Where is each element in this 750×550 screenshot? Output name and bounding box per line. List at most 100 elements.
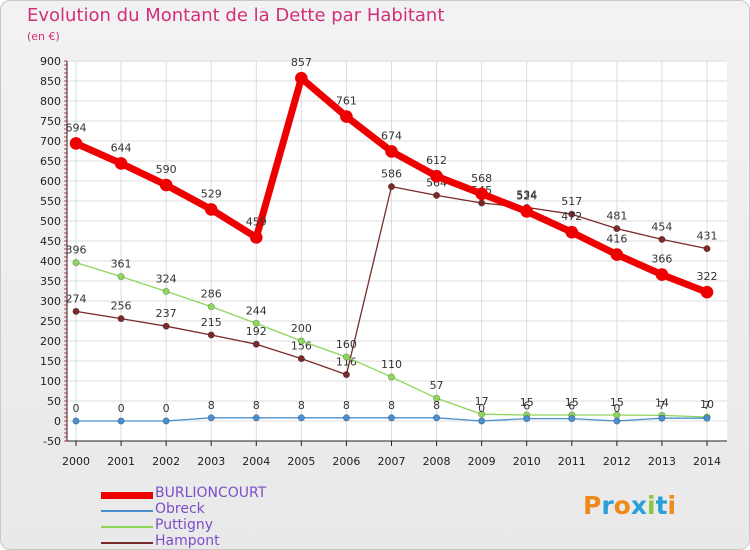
data-point-burlioncourt: [114, 157, 128, 170]
data-point-puttigny: [342, 353, 350, 361]
data-label-obreck: 0: [478, 402, 485, 415]
logo-letter: P: [583, 491, 602, 520]
data-label-puttigny: 15: [565, 396, 579, 409]
data-label-obreck: 8: [388, 399, 395, 412]
x-tick-label: 2000: [62, 455, 90, 468]
data-label-burlioncourt: 568: [471, 172, 492, 185]
data-label-hampont: 431: [697, 230, 718, 243]
data-label-obreck: 8: [208, 399, 215, 412]
data-label-puttigny: 15: [520, 396, 534, 409]
y-tick-label: 900: [40, 55, 61, 68]
data-point-hampont: [613, 225, 621, 233]
data-label-burlioncourt: 322: [697, 270, 718, 283]
data-point-hampont: [387, 183, 395, 191]
data-label-obreck: 8: [298, 399, 305, 412]
data-point-burlioncourt: [340, 110, 353, 123]
logo-letter: t: [655, 491, 668, 520]
data-label-hampont: 256: [111, 300, 132, 313]
data-point-puttigny: [252, 319, 260, 327]
data-label-burlioncourt: 590: [156, 163, 177, 176]
data-label-burlioncourt: 524: [516, 189, 537, 202]
data-point-obreck: [342, 414, 350, 422]
legend: BURLIONCOURT Obreck Puttigny Hampont: [101, 485, 341, 549]
data-point-obreck: [523, 415, 531, 423]
data-point-hampont: [658, 235, 666, 243]
data-point-obreck: [162, 417, 170, 425]
legend-item-puttigny: Puttigny: [101, 517, 341, 534]
data-label-burlioncourt: 694: [66, 121, 87, 134]
y-tick-label: 550: [40, 195, 61, 208]
data-label-hampont: 586: [381, 168, 402, 181]
y-tick-label: 50: [47, 395, 61, 408]
data-label-puttigny: 200: [291, 322, 312, 335]
data-label-burlioncourt: 459: [246, 215, 267, 228]
data-label-obreck: 7: [658, 399, 665, 412]
data-point-burlioncourt: [295, 71, 308, 85]
data-label-puttigny: 15: [610, 396, 624, 409]
data-point-burlioncourt: [475, 187, 488, 201]
data-point-puttigny: [478, 410, 486, 418]
data-label-puttigny: 10: [700, 398, 714, 411]
legend-swatch: [101, 510, 153, 512]
data-label-puttigny: 17: [475, 395, 489, 408]
data-label-hampont: 454: [651, 220, 672, 233]
data-label-obreck: 8: [253, 399, 260, 412]
data-point-puttigny: [162, 287, 170, 295]
legend-label: Hampont: [155, 533, 220, 549]
data-point-obreck: [387, 414, 395, 422]
legend-label: BURLIONCOURT: [155, 485, 267, 501]
data-point-obreck: [207, 414, 215, 422]
legend-swatch: [101, 542, 153, 544]
data-label-burlioncourt: 761: [336, 95, 357, 108]
data-point-puttigny: [433, 394, 441, 402]
x-tick-label: 2014: [693, 455, 721, 468]
x-tick-label: 2009: [468, 455, 496, 468]
logo-letter: x: [630, 491, 647, 520]
legend-item-hampont: Hampont: [101, 533, 341, 549]
y-tick-label: 850: [40, 75, 61, 88]
logo-letter: o: [613, 491, 631, 520]
data-label-obreck: 8: [433, 399, 440, 412]
logo-letter: i: [647, 491, 656, 520]
data-point-hampont: [117, 315, 125, 323]
data-point-hampont: [568, 210, 576, 218]
x-tick-label: 2013: [648, 455, 676, 468]
y-tick-label: 800: [40, 95, 61, 108]
x-tick-label: 2002: [152, 455, 180, 468]
data-point-puttigny: [117, 273, 125, 281]
data-label-obreck: 0: [163, 402, 170, 415]
data-label-burlioncourt: 366: [651, 253, 672, 266]
logo-letter: i: [667, 491, 677, 520]
data-point-hampont: [478, 199, 486, 207]
data-label-hampont: 274: [66, 292, 87, 305]
y-tick-label: 100: [40, 375, 61, 388]
data-label-burlioncourt: 529: [201, 187, 222, 200]
data-label-burlioncourt: 472: [561, 210, 582, 223]
x-tick-label: 2008: [423, 455, 451, 468]
legend-label: Puttigny: [155, 517, 213, 533]
legend-swatch: [101, 491, 153, 499]
x-tick-label: 2001: [107, 455, 135, 468]
data-label-puttigny: 324: [156, 272, 177, 285]
data-point-puttigny: [297, 337, 305, 345]
legend-label: Obreck: [155, 501, 205, 517]
legend-item-burlioncourt: BURLIONCOURT: [101, 485, 341, 502]
data-label-obreck: 6: [568, 400, 575, 413]
y-tick-label: 650: [40, 155, 61, 168]
data-point-obreck: [252, 414, 260, 422]
data-point-hampont: [703, 245, 711, 253]
data-label-obreck: 6: [523, 400, 530, 413]
y-tick-label: 400: [40, 255, 61, 268]
y-tick-label: 500: [40, 215, 61, 228]
data-point-hampont: [433, 191, 441, 199]
data-point-burlioncourt: [159, 178, 173, 192]
data-point-burlioncourt: [69, 137, 83, 150]
data-label-puttigny: 396: [66, 244, 87, 257]
data-label-puttigny: 110: [381, 358, 402, 371]
x-tick-label: 2003: [197, 455, 225, 468]
data-label-puttigny: 244: [246, 304, 267, 317]
data-point-obreck: [658, 414, 666, 422]
data-point-burlioncourt: [520, 205, 534, 218]
y-tick-label: 600: [40, 175, 61, 188]
